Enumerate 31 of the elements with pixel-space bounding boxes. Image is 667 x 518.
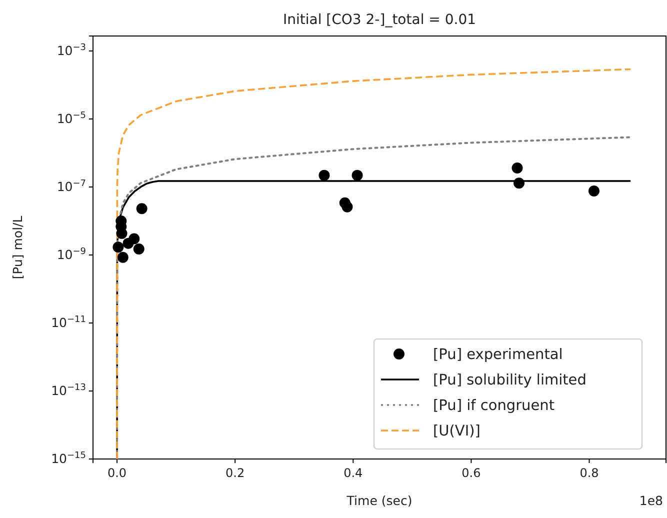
point [318, 170, 330, 181]
point [512, 162, 523, 174]
chart-title: Initial [CO3 2-]_total = 0.01 [282, 12, 476, 28]
legend-label: [U(VI)] [433, 424, 480, 440]
point [117, 252, 128, 263]
x-tick-label: 0.8 [580, 466, 599, 480]
point [136, 203, 148, 214]
point [112, 242, 124, 253]
x-tick-label: 0.6 [462, 466, 481, 480]
x-tick-label: 0.2 [226, 466, 245, 480]
y-tick-label: 10$^{−3}$ [56, 42, 86, 58]
point [133, 243, 144, 254]
point [514, 178, 525, 189]
legend-label: [Pu] if congruent [433, 398, 555, 414]
x-tick-label: 0.4 [344, 466, 363, 480]
y-tick-label: 10$^{−7}$ [56, 178, 86, 194]
y-tick-label: 10$^{−11}$ [51, 314, 86, 330]
y-tick-label: 10$^{−13}$ [51, 382, 86, 398]
point [128, 233, 140, 244]
y-tick-label: 10$^{−15}$ [51, 451, 86, 466]
text: 1e8 [639, 493, 664, 508]
x-tick-label: 0.0 [107, 466, 127, 480]
y-tick-label: 10$^{−5}$ [56, 110, 86, 126]
legend-label: [Pu] experimental [433, 347, 563, 363]
legend-label: [Pu] solubility limited [433, 372, 586, 388]
point [352, 170, 363, 181]
point [342, 201, 353, 212]
point [588, 186, 600, 196]
y-axis-title: [Pu] mol/L [10, 216, 25, 280]
x-axis-title: Time (sec) [346, 493, 412, 508]
y-tick-label: 10$^{−9}$ [56, 246, 86, 262]
